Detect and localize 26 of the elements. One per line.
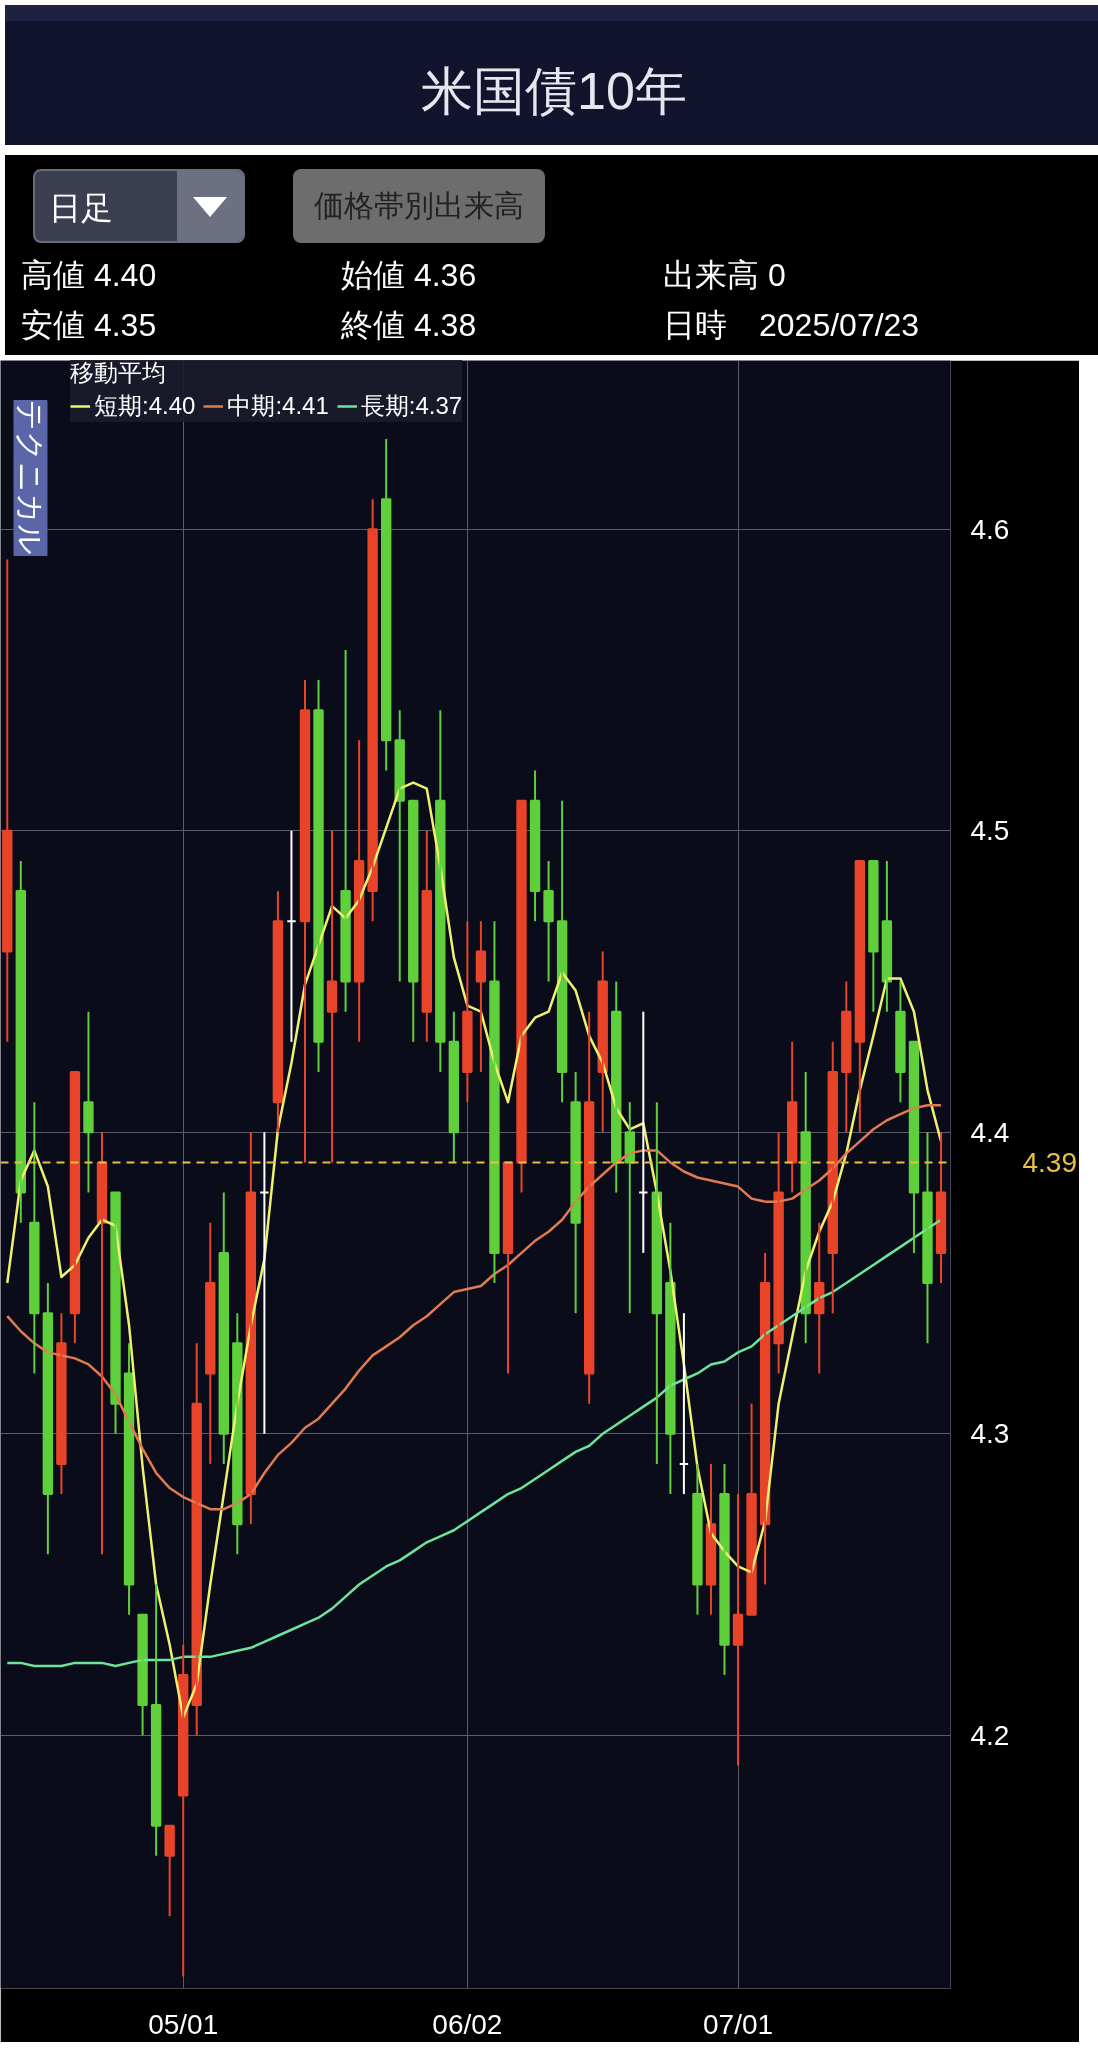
- annotation: テクニカル: [14, 400, 47, 556]
- text: 日時 2025/07/23: [663, 306, 920, 345]
- ref-line-label: 4.39: [1022, 1146, 1077, 1178]
- legend-label: 長期:4.37: [360, 391, 463, 421]
- text: 終値 4.38: [341, 306, 477, 345]
- y-tick-label: 4.3: [970, 1418, 1010, 1450]
- line-series: [6, 1218, 943, 1668]
- text: 価格帯別出来高: [293, 169, 545, 243]
- legend-label: 中期:4.41: [227, 391, 329, 421]
- line-series: [6, 781, 943, 1719]
- x-tick-label: 07/01: [703, 2008, 774, 2040]
- y-tick-label: 4.5: [970, 815, 1010, 847]
- legend-label: 短期:4.40: [94, 391, 196, 421]
- x-tick-label: 06/02: [432, 2008, 503, 2040]
- x-tick-label: 05/01: [148, 2008, 219, 2040]
- text: 安値 4.35: [21, 306, 157, 345]
- text: 日足: [33, 169, 245, 243]
- y-tick-label: 4.2: [970, 1719, 1010, 1751]
- line-series: [6, 1103, 943, 1511]
- y-tick-label: 4.6: [970, 513, 1010, 545]
- chart-title: 米国債10年: [421, 61, 687, 122]
- text: 高値 4.40: [21, 256, 157, 295]
- text: 出来高 0: [663, 256, 786, 295]
- y-tick-label: 4.4: [970, 1116, 1010, 1148]
- text: 始値 4.36: [341, 256, 477, 295]
- legend-title: 移動平均: [70, 359, 167, 388]
